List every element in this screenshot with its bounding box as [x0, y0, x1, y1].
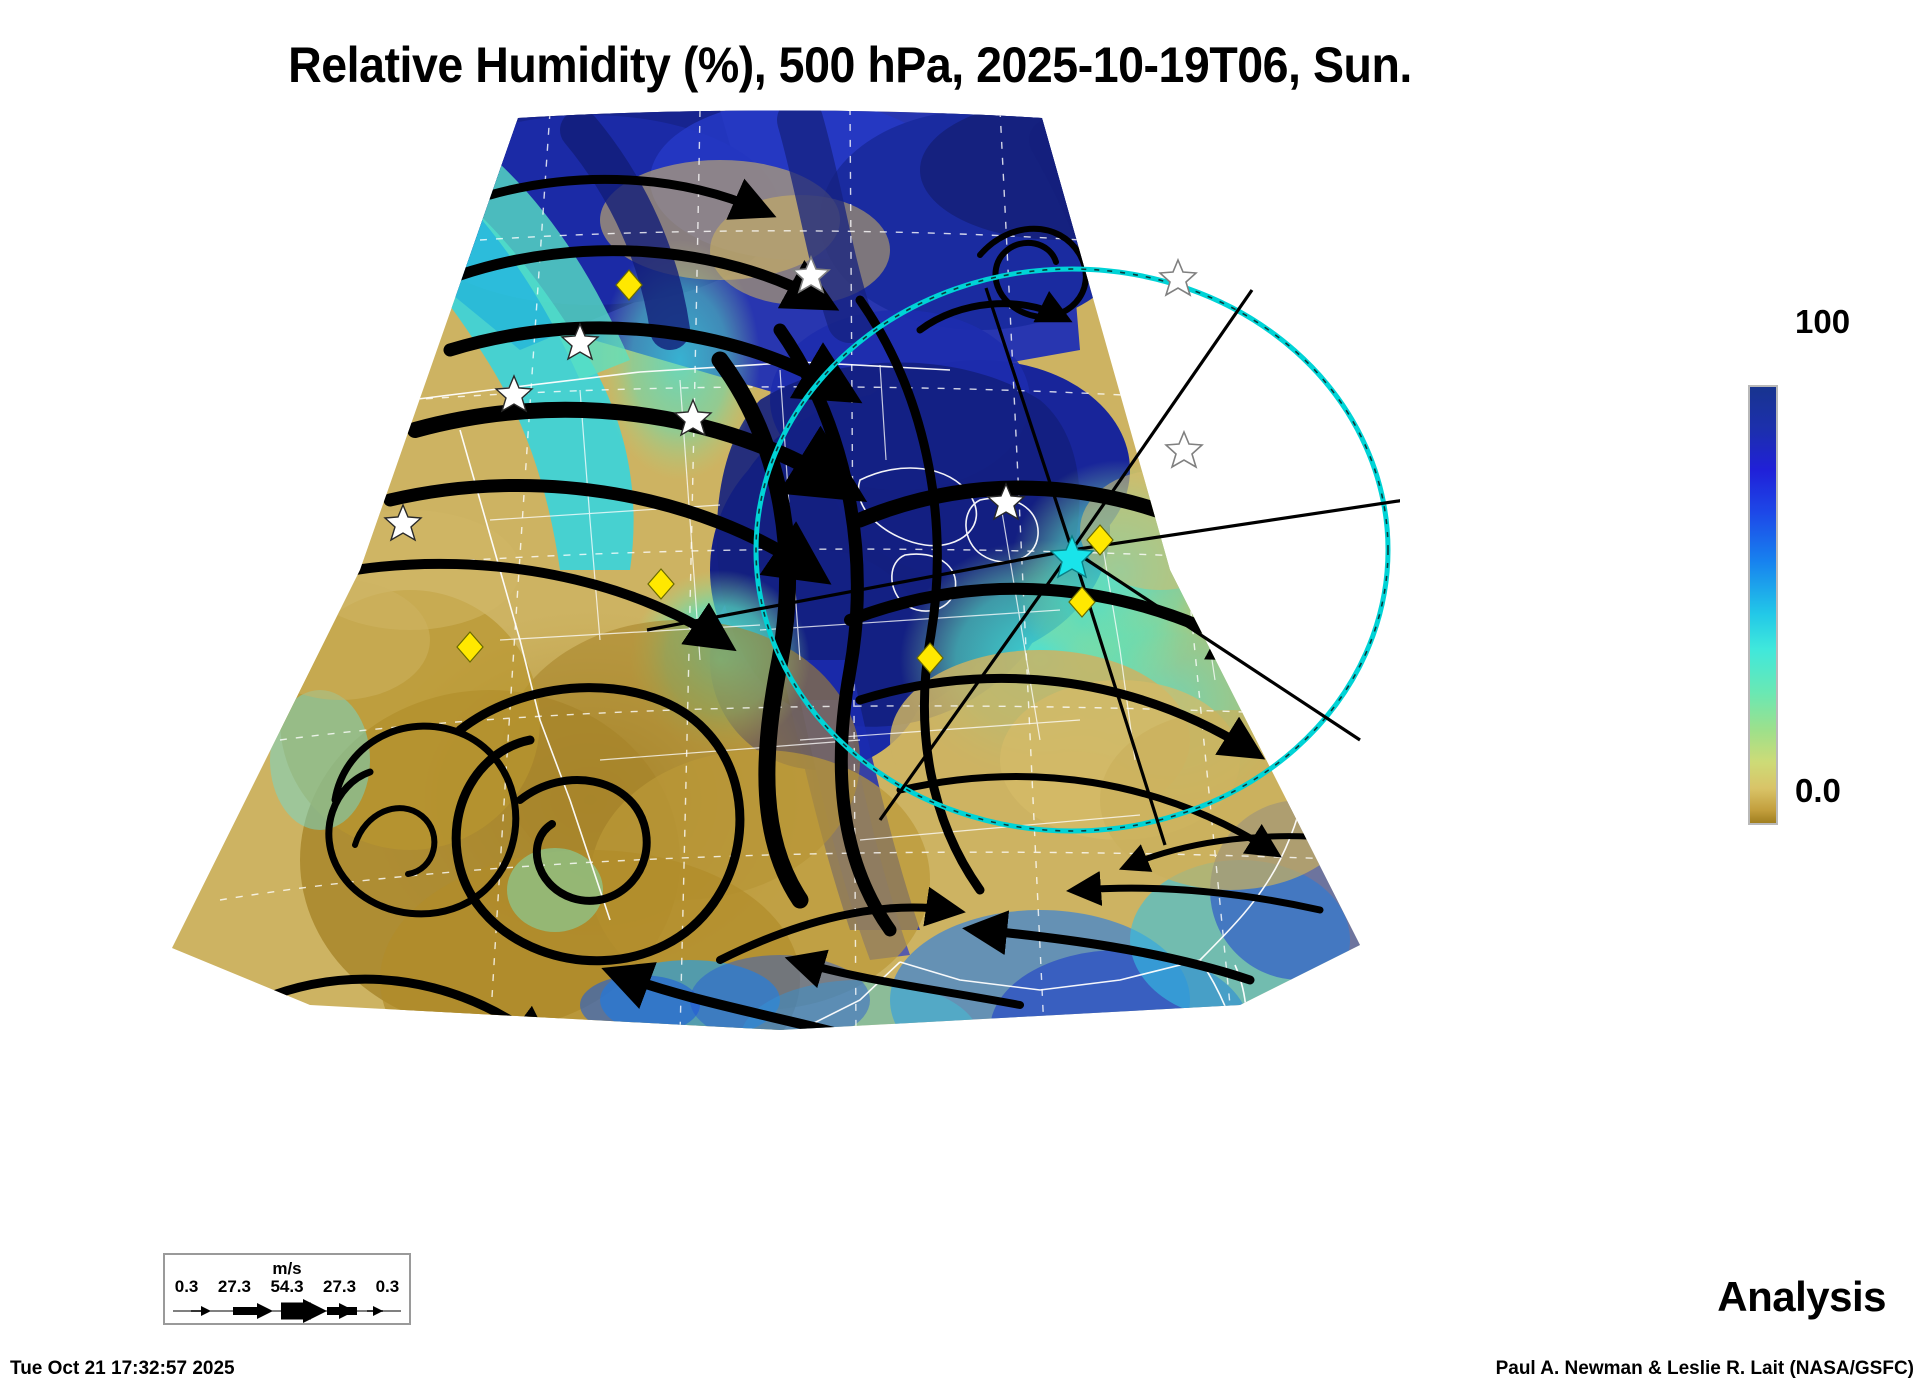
- colorbar: [1748, 385, 1778, 825]
- yellow-diamond-marker: [456, 269, 1114, 674]
- analysis-label: Analysis: [1717, 1273, 1886, 1320]
- wind-legend-value-2: 27.3: [217, 1277, 251, 1296]
- cyan-center-star-marker: [1049, 534, 1095, 579]
- wind-legend-value-1: 0.3: [174, 1277, 199, 1296]
- generation-timestamp: Tue Oct 21 17:32:57 2025: [10, 1358, 235, 1379]
- wind-legend-value-4: 27.3: [323, 1277, 357, 1296]
- wind-legend-arrow-scale: [173, 1299, 401, 1323]
- colorbar-min-label: 0.0: [1795, 772, 1841, 809]
- page-title: Relative Humidity (%), 500 hPa, 2025-10-…: [288, 37, 1412, 93]
- map-markers: [383, 254, 1204, 674]
- map-canvas: [172, 110, 1400, 1030]
- white-star-marker: [383, 322, 1026, 542]
- wind-legend-value-5: 0.3: [375, 1277, 400, 1296]
- range-ring-outline: [755, 268, 1389, 832]
- wind-legend-value-3: 54.3: [270, 1277, 304, 1296]
- wind-legend-values: 0.3 27.3 54.3 27.3 0.3: [165, 1277, 409, 1297]
- map-panel: [160, 100, 1400, 1160]
- wind-speed-legend: m/s 0.3 27.3 54.3 27.3 0.3: [163, 1253, 411, 1325]
- wind-legend-units: m/s: [272, 1259, 302, 1278]
- author-credit: Paul A. Newman & Leslie R. Lait (NASA/GS…: [1495, 1358, 1914, 1379]
- open-star-marker: [791, 254, 1204, 469]
- colorbar-max-label: 100: [1795, 303, 1851, 340]
